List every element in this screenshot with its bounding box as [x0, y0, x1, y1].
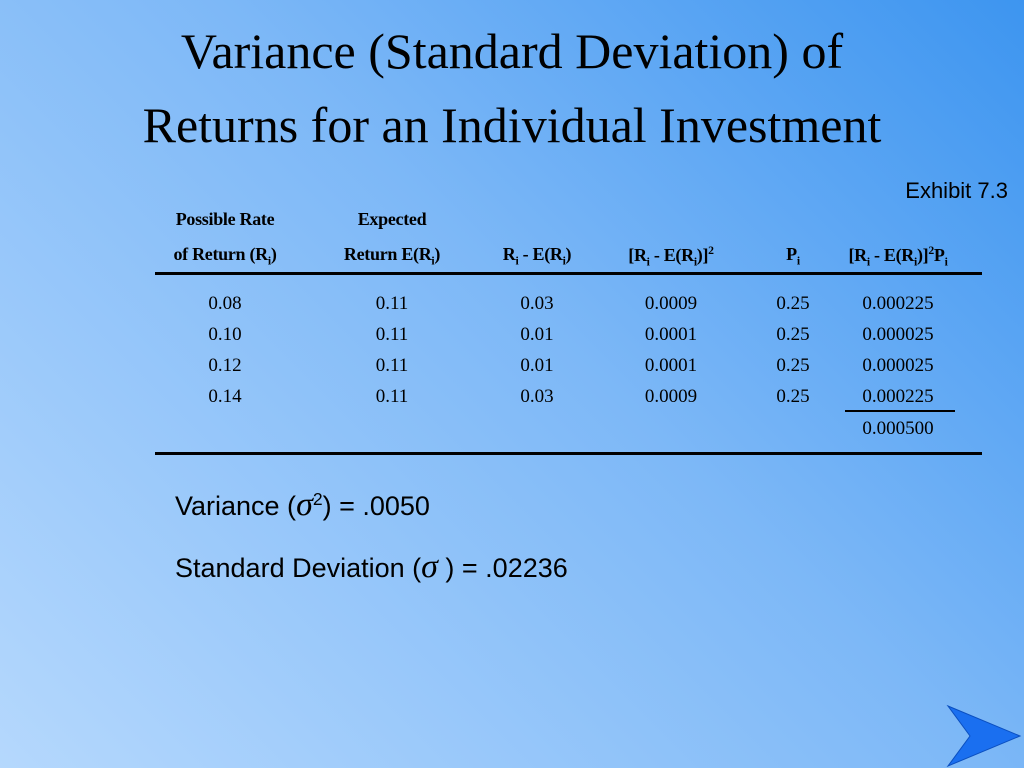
table-cell: 0.25: [776, 386, 810, 407]
subscript: i: [796, 254, 800, 268]
subscript: i: [914, 255, 917, 269]
table-cell: 0.0009: [644, 293, 698, 314]
text-run: [R: [848, 245, 867, 265]
superscript: 2: [312, 489, 323, 509]
std-dev-note: Standard Deviation (σ ) = .02236: [175, 548, 568, 586]
subscript: i: [866, 255, 870, 269]
symbol: σ: [421, 548, 438, 585]
text-run: ) = .02236: [437, 553, 568, 583]
table-cell: 0.11: [375, 324, 409, 345]
text-run: ): [565, 244, 572, 264]
table-cell: 0.11: [375, 386, 409, 407]
table-cell: 0.0009: [644, 386, 698, 407]
table-total: 0.000500: [862, 418, 934, 439]
table-cell: 0.25: [776, 355, 810, 376]
table-cell: 0.03: [520, 293, 554, 314]
text-run: - E(R: [518, 244, 563, 264]
column-header: Return E(Ri): [344, 244, 440, 268]
table-cell: 0.000225: [862, 293, 934, 314]
header-rule: [155, 272, 982, 275]
subscript: i: [562, 254, 566, 268]
table-cell: 0.000225: [862, 386, 934, 407]
table-cell: 0.000025: [862, 355, 934, 376]
table-cell: 0.25: [776, 324, 810, 345]
table-cell: 0.10: [208, 324, 242, 345]
subscript: i: [431, 254, 435, 268]
text-run: - E(R: [869, 245, 915, 265]
text-run: P: [786, 244, 797, 264]
table-cell: 0.08: [208, 293, 242, 314]
text-run: )]: [916, 245, 929, 265]
table-cell: 0.000025: [862, 324, 934, 345]
variance-note: Variance (σ2) = .0050: [175, 486, 430, 524]
subscript: i: [515, 254, 519, 268]
table-cell: 0.0001: [644, 355, 698, 376]
exhibit-label: Exhibit 7.3: [905, 178, 1008, 203]
column-header: of Return (Ri): [173, 244, 276, 268]
superscript: 2: [928, 244, 934, 257]
text-run: Variance (: [175, 491, 297, 521]
text-run: - E(R: [649, 245, 694, 265]
text-run: ): [434, 244, 441, 264]
text-run: R: [502, 244, 516, 264]
column-header: Possible Rate: [175, 209, 275, 229]
table-cell: 0.11: [375, 355, 409, 376]
table-cell: 0.14: [208, 386, 242, 407]
column-header: [Ri - E(Ri)]2: [628, 244, 714, 269]
table-cell: 0.25: [776, 293, 810, 314]
text-run: [R: [628, 245, 647, 265]
column-header: [Ri - E(Ri)]2Pi: [848, 244, 947, 269]
title-line: Variance (Standard Deviation) of: [180, 23, 844, 79]
symbol: σ: [296, 486, 313, 523]
text-run: Standard Deviation (: [175, 553, 422, 583]
subscript: i: [944, 255, 948, 269]
text-run: )]: [696, 245, 709, 265]
text-run: P: [933, 245, 945, 265]
superscript: 2: [708, 244, 714, 257]
text-run: ): [270, 244, 277, 264]
title-line: Returns for an Individual Investment: [142, 97, 882, 153]
slide-title: Variance (Standard Deviation) of Returns…: [0, 14, 1024, 162]
text-run: of Return (R: [173, 244, 268, 264]
table-cell: 0.01: [520, 324, 554, 345]
table-cell: 0.11: [375, 293, 409, 314]
sum-rule: [845, 410, 955, 412]
column-header: Pi: [786, 244, 800, 268]
subscript: i: [693, 255, 697, 269]
subscript: i: [646, 255, 650, 269]
next-arrow[interactable]: [940, 700, 1024, 768]
arrow-shape[interactable]: [946, 704, 1022, 768]
table-cell: 0.03: [520, 386, 554, 407]
text-run: ) = .0050: [322, 491, 430, 521]
column-header: Ri - E(Ri): [503, 244, 572, 268]
subscript: i: [267, 254, 271, 268]
table-bottom-rule: [155, 452, 982, 455]
column-header: Expected: [357, 209, 427, 229]
table-cell: 0.01: [520, 355, 554, 376]
table-cell: 0.0001: [644, 324, 698, 345]
text-run: Return E(R: [343, 244, 432, 264]
table-cell: 0.12: [208, 355, 242, 376]
